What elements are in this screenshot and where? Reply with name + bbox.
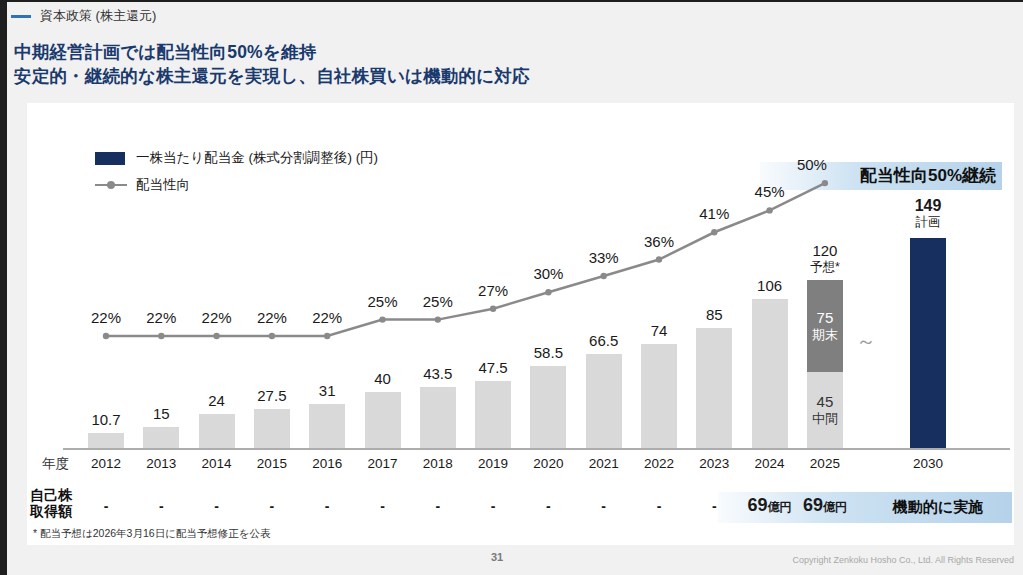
axis-year-2012: 2012 xyxy=(76,455,136,472)
axis-year-2025: 2025 xyxy=(795,455,855,472)
slide-title-line1: 中期経営計画では配当性向50%を維持 xyxy=(14,40,530,64)
dividend-bar-swatch-icon xyxy=(95,152,125,165)
dividend-bar-2017 xyxy=(365,392,401,448)
axis-year-2017: 2017 xyxy=(353,455,413,472)
axis-year-2022: 2022 xyxy=(629,455,689,472)
payout-label-2017: 25% xyxy=(353,293,413,310)
axis-year-2016: 2016 xyxy=(297,455,357,472)
buyback-value-2023: - xyxy=(694,494,734,518)
dividend-bar-2022 xyxy=(641,344,677,448)
axis-year-2013: 2013 xyxy=(131,455,191,472)
window-left-edge xyxy=(0,0,7,575)
payout-label-2022: 36% xyxy=(629,233,689,250)
dividend-bar-2021 xyxy=(586,354,622,448)
dividend-bar-2018 xyxy=(420,387,456,448)
buyback-banner-label: 機動的に実施 xyxy=(858,494,1018,520)
dividend-bar-2020 xyxy=(530,366,566,448)
axis-year-2021: 2021 xyxy=(574,455,634,472)
dividend-bar-2013 xyxy=(143,427,179,448)
axis-break-tilde: ～ xyxy=(839,328,893,354)
dividend-bar-segment-2025: 45中間 xyxy=(807,372,843,448)
buyback-row-header: 自己株 取得額 xyxy=(30,487,72,519)
axis-year-2024: 2024 xyxy=(740,455,800,472)
page-number: 31 xyxy=(467,551,527,563)
bar-value-label-2030: 149計画 xyxy=(888,197,968,230)
buyback-value-2022: - xyxy=(639,494,679,518)
x-axis-line xyxy=(63,448,1010,450)
payout-label-2024: 45% xyxy=(740,183,800,200)
bar-value-label-2025: 120予想* xyxy=(785,242,865,275)
payout-label-2025: 50% xyxy=(782,156,842,173)
buyback-value-2025: 69億円 xyxy=(785,492,865,518)
buyback-value-2017: - xyxy=(363,494,403,518)
bar-value-label-2024: 106 xyxy=(730,277,810,294)
buyback-value-2012: - xyxy=(86,494,126,518)
buyback-value-2021: - xyxy=(584,494,624,518)
slide-title-line2: 安定的・継続的な株主還元を実現し、自社株買いは機動的に対応 xyxy=(14,64,530,88)
axis-year-2014: 2014 xyxy=(187,455,247,472)
buyback-value-2015: - xyxy=(252,494,292,518)
legend-item-payout: 配当性向 xyxy=(95,176,378,194)
axis-year-2023: 2023 xyxy=(684,455,744,472)
legend-dividend-label: 一株当たり配当金 (株式分割調整後) (円) xyxy=(136,149,378,167)
dividend-bar-2024 xyxy=(752,299,788,448)
window-top-edge xyxy=(0,0,1023,2)
buyback-value-2013: - xyxy=(141,494,181,518)
axis-year-2030: 2030 xyxy=(898,455,958,472)
dividend-bar-2023 xyxy=(696,328,732,448)
axis-year-2018: 2018 xyxy=(408,455,468,472)
dividend-bar-segment-2025: 75期末 xyxy=(807,280,843,372)
payout-label-2013: 22% xyxy=(131,309,191,326)
legend-item-dividend: 一株当たり配当金 (株式分割調整後) (円) xyxy=(95,149,378,167)
slide-title: 中期経営計画では配当性向50%を維持 安定的・継続的な株主還元を実現し、自社株買… xyxy=(14,40,530,88)
axis-year-2015: 2015 xyxy=(242,455,302,472)
payout-label-2019: 27% xyxy=(463,282,523,299)
payout-label-2020: 30% xyxy=(518,265,578,282)
kicker-dash-icon xyxy=(11,15,31,18)
payout-label-2023: 41% xyxy=(684,205,744,222)
section-kicker: 資本政策 (株主還元) xyxy=(11,7,156,25)
legend-payout-label: 配当性向 xyxy=(136,176,190,194)
buyback-value-2020: - xyxy=(528,494,568,518)
payout-label-2021: 33% xyxy=(574,249,634,266)
section-label: 資本政策 (株主還元) xyxy=(40,7,156,25)
buyback-value-2016: - xyxy=(307,494,347,518)
footnote: * 配当予想は2026年3月16日に配当予想修正を公表 xyxy=(33,527,271,541)
axis-year-2019: 2019 xyxy=(463,455,523,472)
payout-label-2014: 22% xyxy=(187,309,247,326)
bar-value-label-2019: 47.5 xyxy=(453,359,533,376)
buyback-value-2019: - xyxy=(473,494,513,518)
chart-legend: 一株当たり配当金 (株式分割調整後) (円) 配当性向 xyxy=(95,149,378,203)
dividend-bar-2016 xyxy=(309,404,345,448)
dividend-bar-2014 xyxy=(199,414,235,448)
copyright-text: Copyright Zenkoku Hosho Co., Ltd. All Ri… xyxy=(792,555,1014,565)
payout-label-2018: 25% xyxy=(408,293,468,310)
bar-value-label-2023: 85 xyxy=(674,306,754,323)
chart-card: 配当性向50%継続 機動的に実施 ～ 年度 自己株 取得額 * 配当予想は202… xyxy=(27,103,1014,545)
slide-page: { "header": { "section": "資本政策 (株主還元)", … xyxy=(0,0,1023,575)
dividend-bar-2012 xyxy=(88,433,124,448)
dividend-bar-2015 xyxy=(254,409,290,448)
buyback-value-2018: - xyxy=(418,494,458,518)
dividend-bar-2019 xyxy=(475,381,511,448)
dividend-bar-2030 xyxy=(910,238,946,448)
payout-label-2012: 22% xyxy=(76,309,136,326)
payout-label-2016: 22% xyxy=(297,309,357,326)
payout-line-swatch-icon xyxy=(95,184,127,186)
buyback-value-2014: - xyxy=(197,494,237,518)
axis-year-2020: 2020 xyxy=(518,455,578,472)
bar-value-label-2022: 74 xyxy=(619,322,699,339)
payout-label-2015: 22% xyxy=(242,309,302,326)
